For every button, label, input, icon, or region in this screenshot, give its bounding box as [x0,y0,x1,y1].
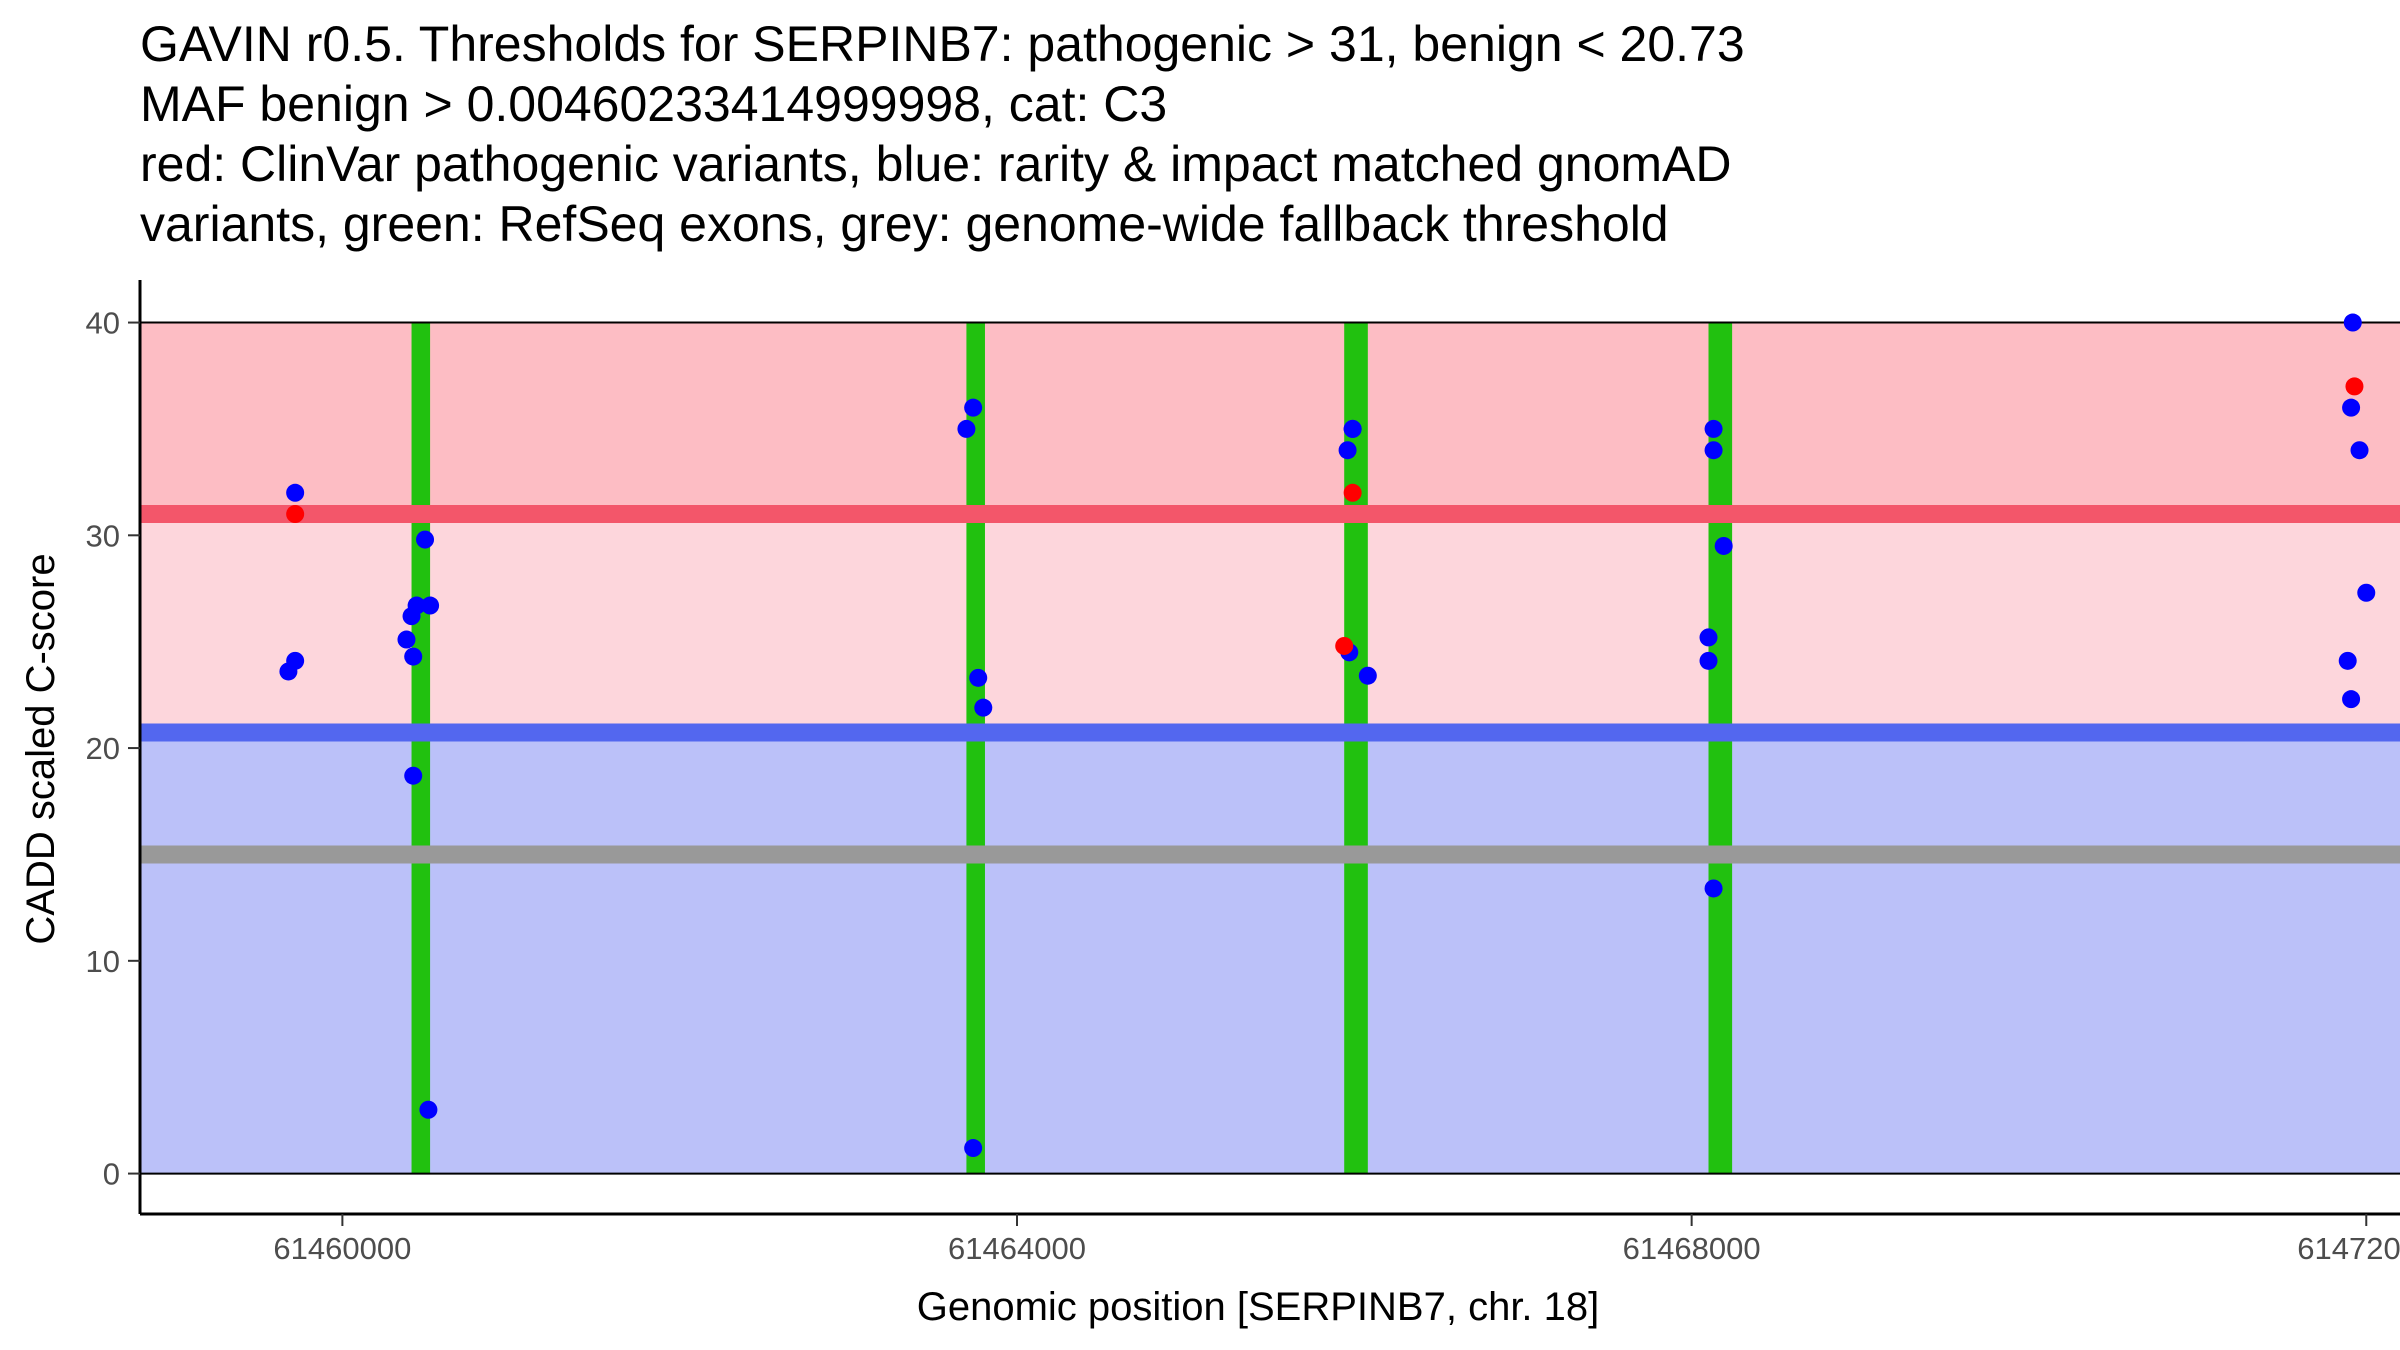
threshold-lines [140,321,2400,1175]
x-tick-label: 61468000 [1623,1231,1761,1266]
variant-points [279,313,2376,1158]
gnomad-point [1338,441,1357,460]
pathogenic-region [140,322,2400,515]
gnomad-point [2343,313,2362,332]
benign-region [140,732,2400,1174]
gnomad-point [974,698,993,717]
title-line: red: ClinVar pathogenic variants, blue: … [140,136,1732,192]
title-line: GAVIN r0.5. Thresholds for SERPINB7: pat… [140,16,1745,72]
gnomad-point [2338,651,2357,670]
title-line: variants, green: RefSeq exons, grey: gen… [140,196,1669,252]
x-axis-title: Genomic position [SERPINB7, chr. 18] [917,1285,1600,1329]
title-line: MAF benign > 0.00460233414999998, cat: C… [140,76,1168,132]
gnomad-point [1704,879,1723,898]
gnomad-point [2342,398,2361,417]
gnomad-point [2350,441,2369,460]
gnomad-point [1699,628,1718,647]
gnomad-point [286,483,305,502]
axis-ticks: 0 10 20 30 40 61460000 61464000 61468000 6147200… [86,306,2400,1266]
gnomad-point [2357,583,2376,602]
clinvar-point [286,505,305,524]
gnomad-point [407,596,426,615]
vus-region [140,514,2400,733]
x-tick-label: 61472000 [2297,1231,2400,1266]
y-tick-label: 0 [103,1157,120,1192]
y-tick-label: 20 [86,731,120,766]
gnomad-point [964,398,983,417]
gnomad-point [964,1139,983,1158]
gnomad-point [416,530,435,549]
exon-bar [1708,322,1733,1174]
gnomad-point [404,766,423,785]
clinvar-point [1343,483,1362,502]
gnomad-point [404,647,423,666]
gnomad-point [1714,536,1733,555]
gnomad-point [419,1100,438,1119]
gnomad-point [1704,419,1723,438]
y-axis-title: CADD scaled C-score [19,553,63,944]
x-tick-label: 61460000 [273,1231,411,1266]
gnomad-point [1343,419,1362,438]
threshold-regions [140,322,2400,1174]
y-tick-label: 40 [86,306,120,341]
exon-bar [411,322,431,1174]
gnomad-point [286,651,305,670]
chart-title: GAVIN r0.5. Thresholds for SERPINB7: pat… [140,14,1745,254]
gnomad-point [397,630,416,649]
gnomad-point [421,596,440,615]
exon-bar [966,322,985,1174]
gnomad-point [1699,651,1718,670]
gnomad-point [1704,441,1723,460]
gnomad-point [957,419,976,438]
y-tick-label: 30 [86,518,120,553]
gnomad-point [969,668,988,687]
x-tick-label: 61464000 [948,1231,1086,1266]
axes [138,280,2400,1216]
gnomad-point [1358,666,1377,685]
clinvar-point [2345,377,2364,396]
gnomad-point [2342,690,2361,709]
exon-bar [1344,322,1368,1174]
y-tick-label: 10 [86,944,120,979]
clinvar-point [1335,636,1354,655]
